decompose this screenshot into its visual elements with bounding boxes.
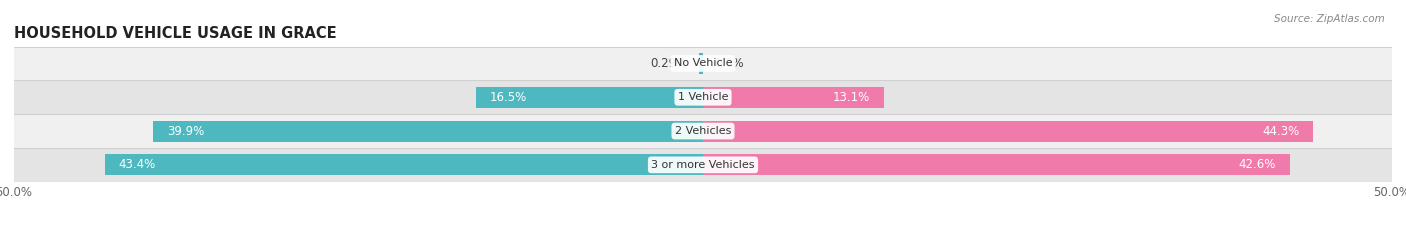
Bar bbox=[475, 87, 703, 108]
Bar bbox=[14, 114, 1392, 148]
Bar bbox=[699, 53, 703, 74]
Text: 43.4%: 43.4% bbox=[118, 158, 156, 171]
Text: 44.3%: 44.3% bbox=[1263, 125, 1299, 137]
Bar bbox=[703, 121, 1313, 141]
Bar bbox=[14, 80, 1392, 114]
Text: 42.6%: 42.6% bbox=[1239, 158, 1277, 171]
Text: HOUSEHOLD VEHICLE USAGE IN GRACE: HOUSEHOLD VEHICLE USAGE IN GRACE bbox=[14, 26, 336, 41]
Text: 39.9%: 39.9% bbox=[167, 125, 204, 137]
Bar bbox=[14, 47, 1392, 80]
Text: 3 or more Vehicles: 3 or more Vehicles bbox=[651, 160, 755, 170]
Bar bbox=[14, 148, 1392, 182]
Text: 1 Vehicle: 1 Vehicle bbox=[678, 92, 728, 102]
Bar bbox=[105, 154, 703, 175]
Bar bbox=[703, 87, 883, 108]
Text: No Vehicle: No Vehicle bbox=[673, 58, 733, 69]
Text: Source: ZipAtlas.com: Source: ZipAtlas.com bbox=[1274, 14, 1385, 24]
Text: 0.0%: 0.0% bbox=[714, 57, 744, 70]
Bar bbox=[703, 154, 1289, 175]
Bar bbox=[153, 121, 703, 141]
Text: 13.1%: 13.1% bbox=[832, 91, 870, 104]
Text: 2 Vehicles: 2 Vehicles bbox=[675, 126, 731, 136]
Text: 16.5%: 16.5% bbox=[489, 91, 527, 104]
Text: 0.29%: 0.29% bbox=[651, 57, 688, 70]
